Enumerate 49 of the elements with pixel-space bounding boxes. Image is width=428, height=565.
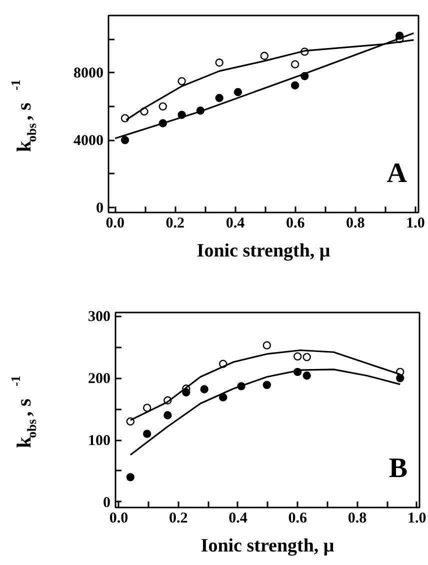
y-axis-title: kobs, s-1 [8,376,39,448]
point [262,341,272,350]
y-tick-label: 200 [88,371,110,388]
x-tick-label: 0.4 [228,510,248,526]
point [182,388,190,396]
point [234,88,242,96]
point [302,352,311,362]
x-tick-label: 0.0 [109,510,128,526]
y-tick-label: 0 [103,494,110,511]
y-tick-label: 4000 [74,133,104,150]
x-tick-label: 0.6 [286,216,306,232]
x-tick-label: 0.8 [348,510,367,526]
point [200,385,208,394]
y-tick-label: 8000 [74,66,104,82]
y-axis-title: kobs, s-1 [8,80,39,152]
x-tick-label: 0.2 [166,216,185,232]
point [260,52,268,60]
x-tick-label: 0.6 [288,510,308,526]
point [396,374,404,382]
point [215,58,224,67]
point [215,94,224,102]
point [158,102,167,111]
y-tick-label: 100 [88,433,110,450]
x-axis-title: Ionic strength, μ [200,536,334,556]
point [120,114,130,122]
y-tick-label: 0 [96,200,104,216]
point [126,473,134,482]
point [178,77,186,86]
point [164,411,172,420]
point [142,430,152,438]
point [218,393,228,402]
point [120,136,130,144]
x-tick-label: 0.8 [346,216,365,232]
line-series [130,368,401,456]
annotation: A [386,158,408,189]
point [290,81,300,90]
x-tick-label: 0.0 [106,216,124,232]
x-tick-label: 1.0 [407,510,426,526]
point [142,404,152,412]
x-tick-label: 0.4 [226,216,246,232]
x-axis-title: Ionic strength, μ [196,240,330,262]
annotation: B [388,453,408,484]
point [262,380,272,390]
x-tick-label: 1.0 [406,216,425,232]
point [294,352,302,361]
y-tick-label: 300 [88,309,110,326]
point [290,60,300,68]
point [302,372,311,380]
x-tick-label: 0.2 [169,510,188,526]
